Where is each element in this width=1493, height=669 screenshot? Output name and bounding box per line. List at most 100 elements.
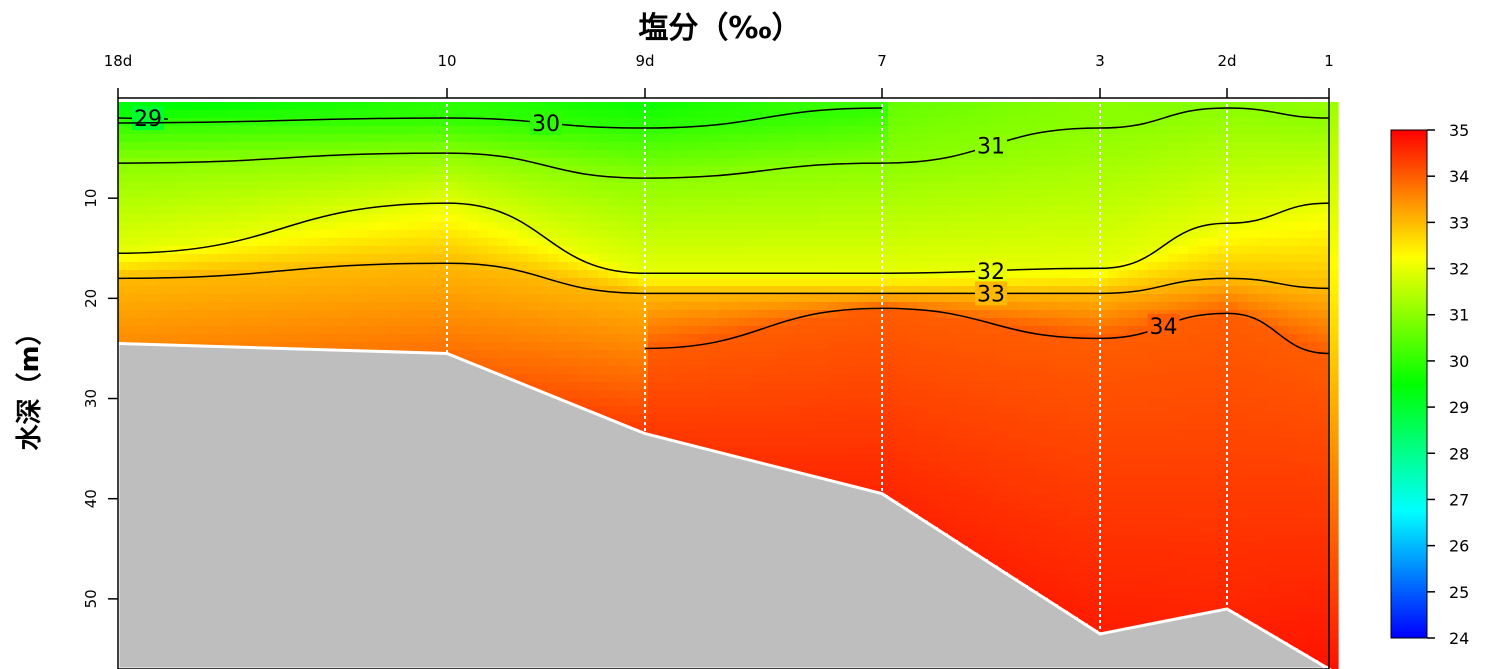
heatmap-cell xyxy=(1018,438,1029,447)
heatmap-cell xyxy=(198,286,209,295)
heatmap-cell xyxy=(888,382,899,391)
heatmap-cell xyxy=(548,270,559,279)
heatmap-cell xyxy=(908,110,919,119)
heatmap-cell xyxy=(1028,542,1039,551)
heatmap-cell xyxy=(898,238,909,247)
heatmap-cell xyxy=(868,182,879,191)
heatmap-cell xyxy=(528,230,539,239)
heatmap-cell xyxy=(468,310,479,319)
chart-title: 塩分（‰） xyxy=(638,11,801,46)
heatmap-cell xyxy=(318,326,329,335)
heatmap-cell xyxy=(1148,542,1159,551)
heatmap-cell xyxy=(258,134,269,143)
heatmap-cell xyxy=(708,374,719,383)
heatmap-cell xyxy=(498,334,509,343)
heatmap-cell xyxy=(958,190,969,199)
heatmap-cell xyxy=(1138,174,1149,183)
heatmap-cell xyxy=(1028,502,1039,511)
heatmap-cell xyxy=(1138,526,1149,535)
heatmap-cell xyxy=(1158,342,1169,351)
heatmap-cell xyxy=(718,102,729,111)
heatmap-cell xyxy=(848,462,859,471)
heatmap-cell xyxy=(498,302,509,311)
heatmap-cell xyxy=(668,342,679,351)
heatmap-cell xyxy=(988,238,999,247)
heatmap-cell xyxy=(1188,134,1199,143)
heatmap-cell xyxy=(858,158,869,167)
heatmap-cell xyxy=(688,398,699,407)
heatmap-cell xyxy=(998,366,1009,375)
heatmap-cell xyxy=(168,126,179,135)
heatmap-cell xyxy=(728,382,739,391)
heatmap-cell xyxy=(658,142,669,151)
heatmap-cell xyxy=(178,134,189,143)
heatmap-cell xyxy=(978,494,989,503)
heatmap-cell xyxy=(1198,430,1209,439)
heatmap-cell xyxy=(858,470,869,479)
heatmap-cell xyxy=(1038,294,1049,303)
heatmap-cell xyxy=(608,222,619,231)
heatmap-cell xyxy=(938,150,949,159)
heatmap-cell xyxy=(898,262,909,271)
heatmap-cell xyxy=(518,110,529,119)
heatmap-cell xyxy=(1098,278,1109,287)
heatmap-cell xyxy=(148,326,159,335)
heatmap-cell xyxy=(578,270,589,279)
heatmap-cell xyxy=(778,350,789,359)
heatmap-cell xyxy=(858,214,869,223)
heatmap-cell xyxy=(1118,246,1129,255)
heatmap-cell xyxy=(278,214,289,223)
heatmap-cell xyxy=(498,286,509,295)
heatmap-cell xyxy=(1068,126,1079,135)
heatmap-cell xyxy=(1218,302,1229,311)
heatmap-cell xyxy=(698,294,709,303)
heatmap-cell xyxy=(288,118,299,127)
heatmap-cell xyxy=(638,190,649,199)
heatmap-cell xyxy=(1168,270,1179,279)
heatmap-cell xyxy=(738,134,749,143)
heatmap-cell xyxy=(1188,174,1199,183)
heatmap-cell xyxy=(198,294,209,303)
heatmap-cell xyxy=(818,286,829,295)
heatmap-cell xyxy=(998,382,1009,391)
heatmap-cell xyxy=(778,246,789,255)
heatmap-cell xyxy=(948,366,959,375)
heatmap-cell xyxy=(738,222,749,231)
heatmap-cell xyxy=(458,326,469,335)
heatmap-cell xyxy=(888,134,899,143)
heatmap-cell xyxy=(528,222,539,231)
heatmap-cell xyxy=(718,182,729,191)
heatmap-cell xyxy=(1098,214,1109,223)
heatmap-cell xyxy=(478,134,489,143)
heatmap-cell xyxy=(338,118,349,127)
heatmap-cell xyxy=(268,254,279,263)
heatmap-cell xyxy=(768,446,779,455)
heatmap-cell xyxy=(208,126,219,135)
heatmap-cell xyxy=(1158,334,1169,343)
heatmap-cell xyxy=(178,286,189,295)
heatmap-cell xyxy=(898,334,909,343)
heatmap-cell xyxy=(1138,310,1149,319)
heatmap-cell xyxy=(708,398,719,407)
heatmap-cell xyxy=(698,262,709,271)
heatmap-cell xyxy=(308,174,319,183)
heatmap-cell xyxy=(378,222,389,231)
heatmap-cell xyxy=(238,262,249,271)
heatmap-cell xyxy=(1128,142,1139,151)
heatmap-cell xyxy=(908,382,919,391)
heatmap-cell xyxy=(1058,366,1069,375)
heatmap-cell xyxy=(328,238,339,247)
heatmap-cell xyxy=(1048,446,1059,455)
heatmap-cell xyxy=(748,382,759,391)
heatmap-cell xyxy=(308,222,319,231)
heatmap-cell xyxy=(1118,102,1129,111)
heatmap-cell xyxy=(578,374,589,383)
heatmap-cell xyxy=(778,406,789,415)
heatmap-cell xyxy=(188,246,199,255)
heatmap-cell xyxy=(578,150,589,159)
heatmap-cell xyxy=(468,334,479,343)
heatmap-cell xyxy=(358,190,369,199)
heatmap-cell xyxy=(938,182,949,191)
heatmap-cell xyxy=(988,222,999,231)
heatmap-cell xyxy=(328,182,339,191)
